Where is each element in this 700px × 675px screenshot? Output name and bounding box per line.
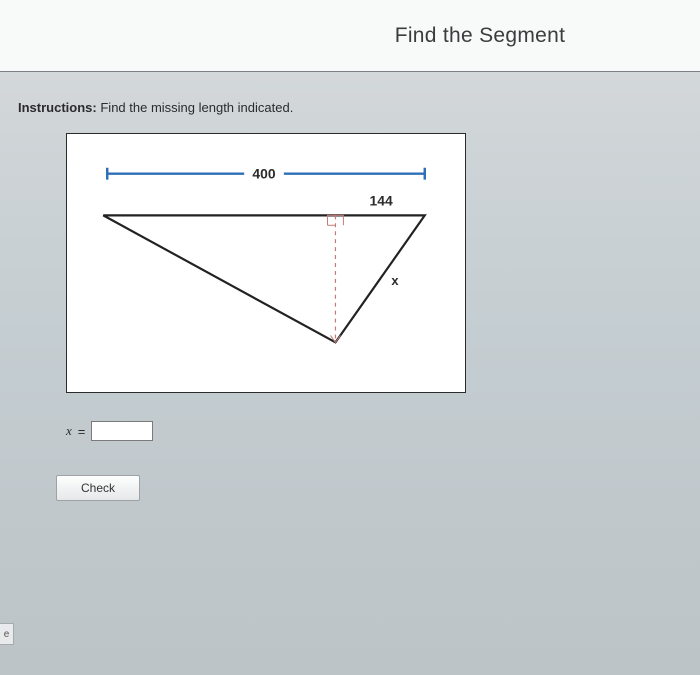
label-x: x [391, 273, 399, 288]
answer-input[interactable] [91, 421, 153, 441]
answer-row: x = [66, 421, 682, 441]
header: Find the Segment [0, 0, 700, 72]
answer-variable: x [66, 423, 72, 439]
edge-tab[interactable]: e [0, 623, 14, 645]
dimension-label: 400 [252, 166, 275, 182]
edge-tab-label: e [4, 629, 10, 640]
content-area: Instructions: Find the missing length in… [18, 100, 682, 501]
label-144: 144 [370, 192, 393, 208]
answer-equals: = [78, 424, 86, 439]
instructions-text: Find the missing length indicated. [100, 100, 293, 115]
instructions-label: Instructions: [18, 100, 97, 115]
page-title: Find the Segment [395, 24, 566, 48]
instructions-line: Instructions: Find the missing length in… [18, 100, 682, 115]
check-button[interactable]: Check [56, 475, 140, 501]
triangle [103, 215, 425, 342]
figure-svg: 400 144 x [67, 134, 465, 392]
figure-container: 400 144 x [66, 133, 466, 393]
